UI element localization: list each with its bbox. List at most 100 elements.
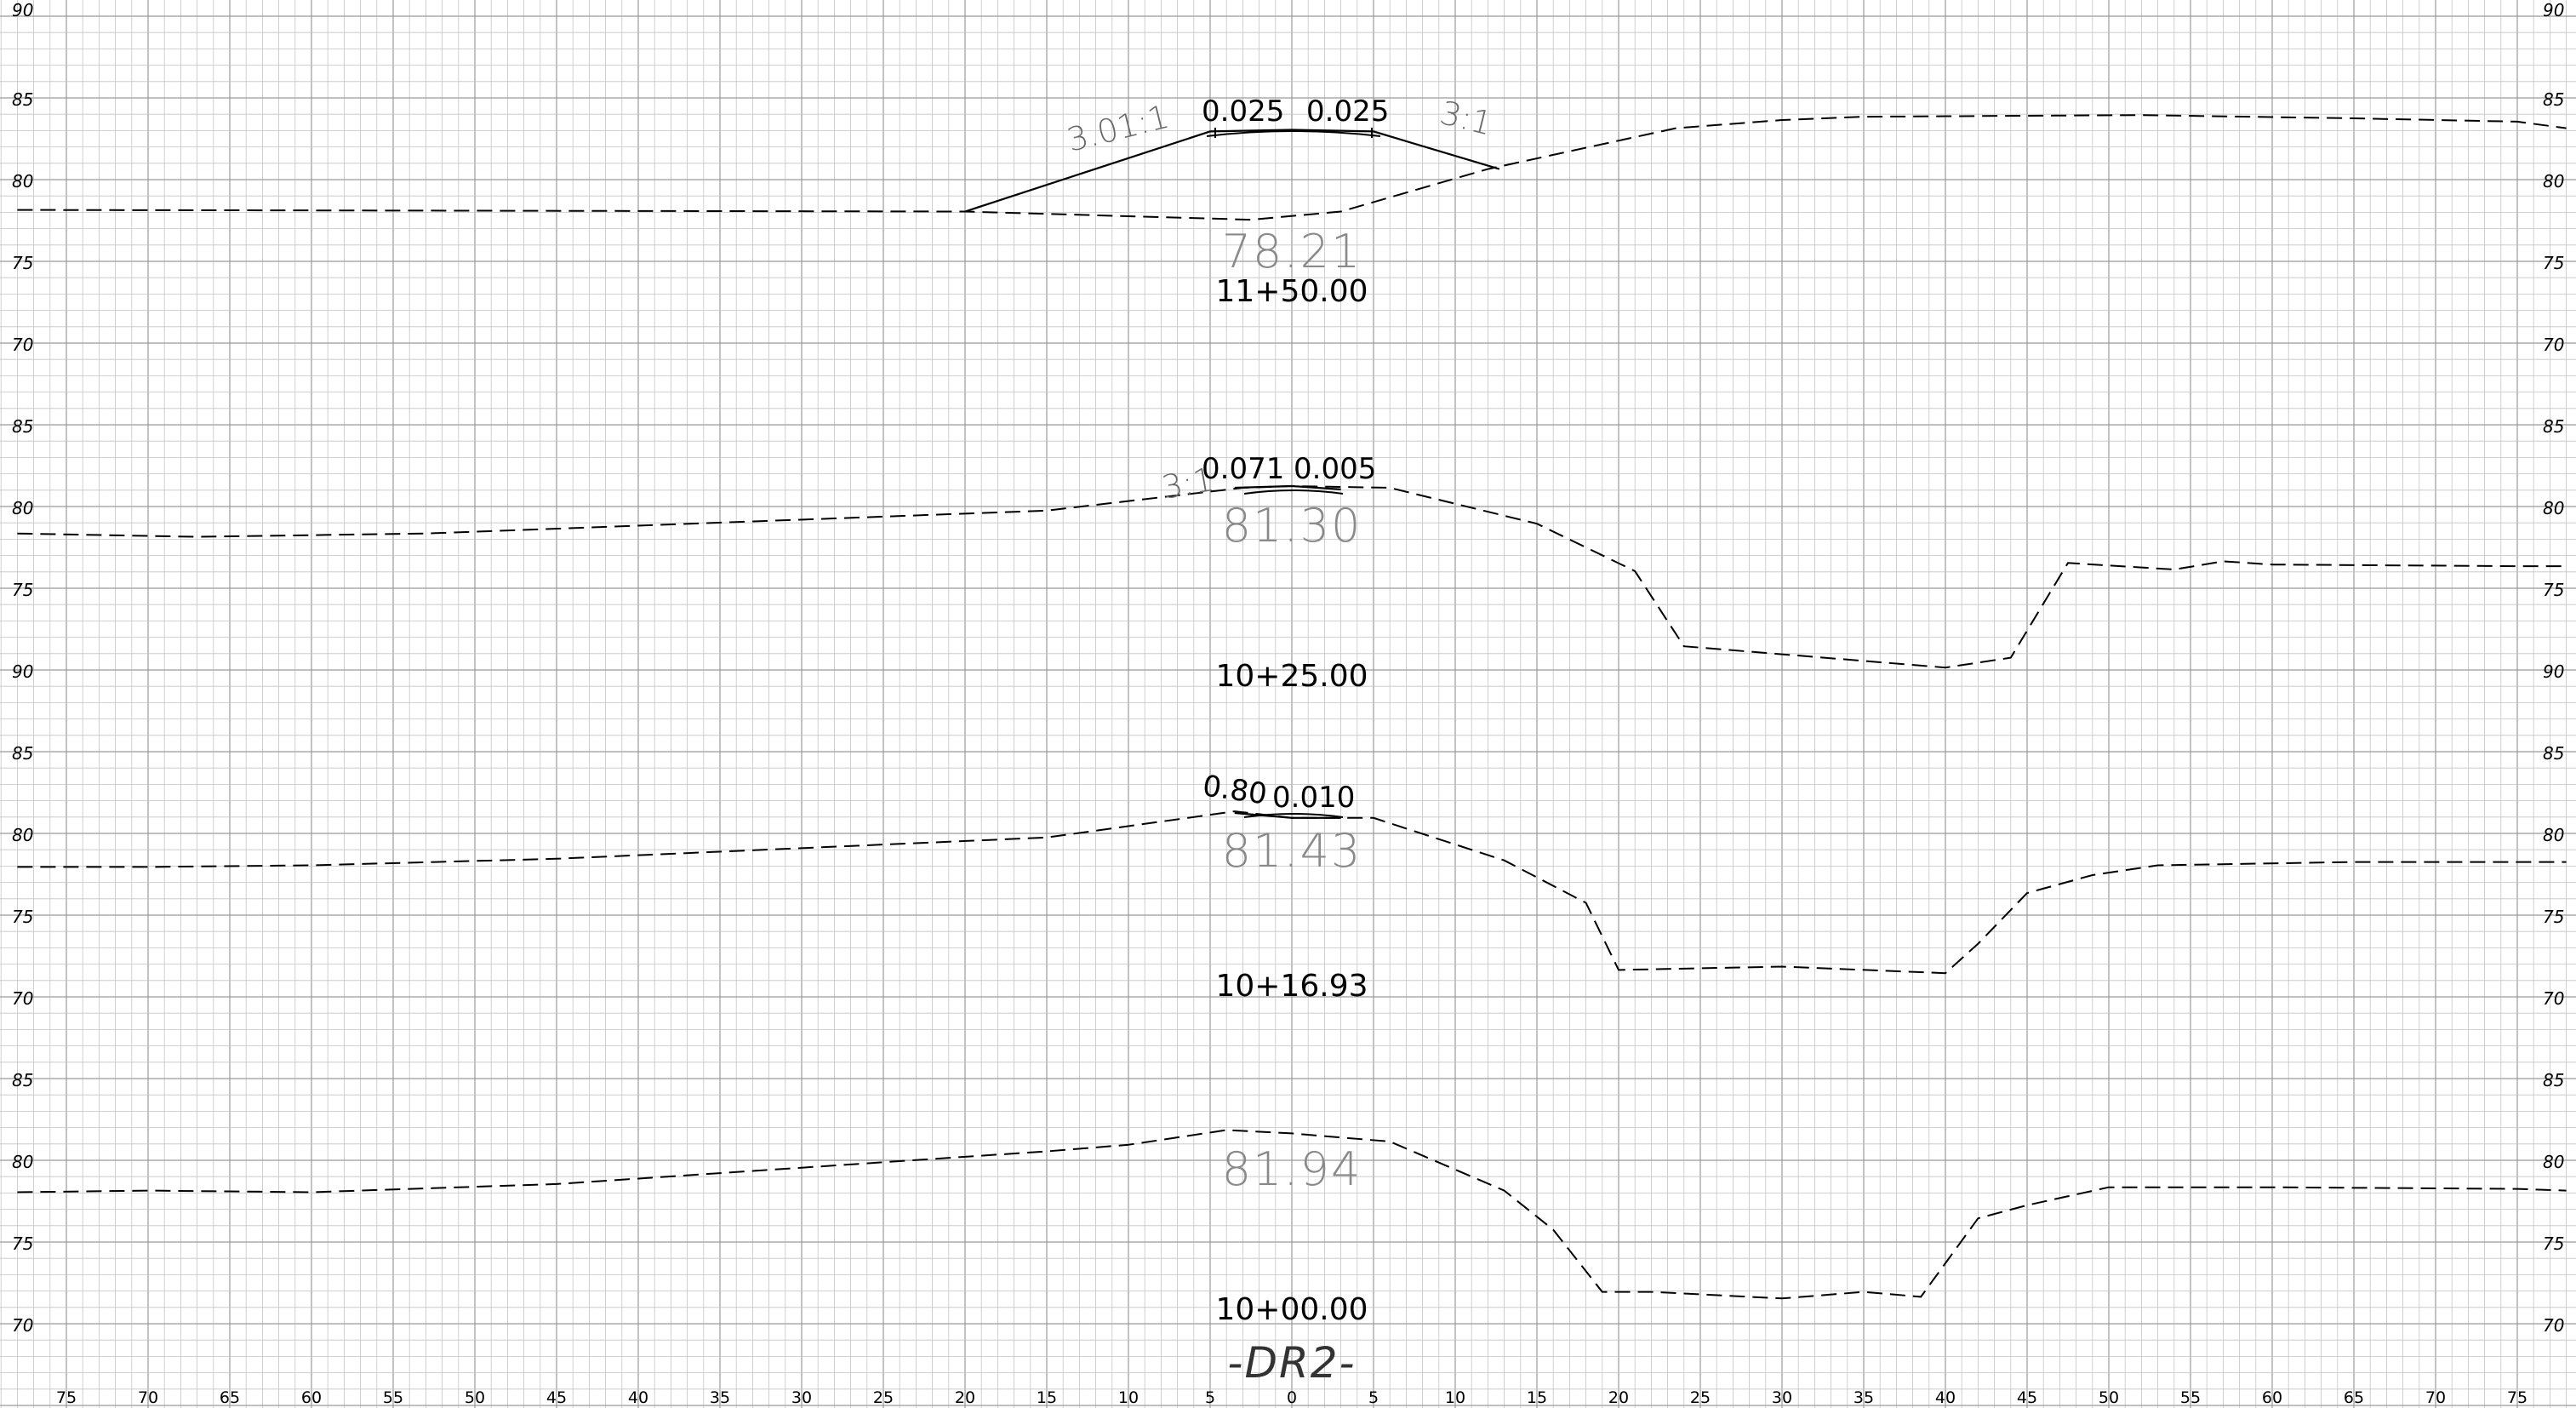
centerline-elevation: 81.30: [1222, 499, 1362, 552]
offset-tick: 15: [1037, 1388, 1057, 1407]
offset-tick: 10: [1118, 1388, 1139, 1407]
elev-tick: 70: [2543, 1315, 2564, 1336]
elev-tick: 75: [2543, 907, 2564, 927]
offset-tick: 10: [1445, 1388, 1465, 1407]
offset-tick: 35: [710, 1388, 730, 1407]
slope-left-label: 0.025: [1202, 94, 1284, 129]
left-elevation-axis: 90 85 80 75 70 85 80 75 90 85 80 75 70 8…: [12, 0, 33, 1336]
elev-tick: 80: [2543, 1152, 2564, 1172]
station-label: 10+16.93: [1215, 969, 1368, 1004]
crown-arc: [1243, 489, 1344, 495]
slope-right-label: 0.025: [1306, 94, 1389, 129]
offset-tick: 5: [1368, 1388, 1379, 1407]
elev-tick: 85: [2543, 416, 2564, 437]
elev-tick: 90: [2543, 661, 2564, 682]
offset-tick: 40: [628, 1388, 648, 1407]
elev-tick: 80: [12, 171, 33, 192]
elev-tick: 75: [12, 1233, 33, 1254]
elev-tick: 80: [2543, 498, 2564, 518]
offset-tick: 70: [2425, 1388, 2446, 1407]
existing-ground-line: [17, 114, 2567, 221]
offset-tick: 30: [1772, 1388, 1792, 1407]
centerline-elevation: 81.43: [1222, 824, 1362, 878]
elev-tick: 75: [2543, 580, 2564, 600]
offset-tick: 40: [1935, 1388, 1956, 1407]
elev-tick: 80: [12, 825, 33, 845]
existing-ground-line: [17, 1129, 2567, 1300]
offset-tick: 50: [2099, 1388, 2119, 1407]
elev-tick: 70: [12, 988, 33, 1009]
elev-tick: 85: [12, 416, 33, 437]
offset-tick: 55: [383, 1388, 403, 1407]
slope-right-label: 0.010: [1272, 781, 1355, 815]
offset-tick: 45: [2017, 1388, 2037, 1407]
elev-tick: 85: [12, 89, 33, 110]
elev-tick: 85: [2543, 743, 2564, 764]
station-label: 11+50.00: [1215, 274, 1368, 309]
existing-ground-line: [17, 484, 2567, 669]
offset-axis: 75 70 65 60 55 50 45 40 35 30 25 20 15 1…: [56, 1388, 2527, 1407]
elev-tick: 80: [2543, 171, 2564, 192]
offset-tick: 25: [1690, 1388, 1711, 1407]
design-template-line: [964, 129, 1500, 213]
offset-tick: 30: [791, 1388, 812, 1407]
slope-right-label: 0.005: [1294, 452, 1376, 486]
elev-tick: 85: [2543, 1070, 2564, 1090]
centerline-elevation: 78.21: [1222, 225, 1362, 278]
elev-tick: 75: [12, 907, 33, 927]
offset-tick: 60: [301, 1388, 322, 1407]
station-label: 10+00.00: [1215, 1292, 1368, 1327]
offset-tick: 55: [2180, 1388, 2201, 1407]
offset-tick: 70: [138, 1388, 158, 1407]
station-label: 10+25.00: [1215, 659, 1368, 694]
offset-tick: 75: [56, 1388, 77, 1407]
offset-tick: 20: [955, 1388, 975, 1407]
offset-tick: 35: [1853, 1388, 1874, 1407]
elev-tick: 75: [2543, 1233, 2564, 1254]
offset-tick: 0: [1287, 1388, 1297, 1407]
side-slope-right-label: 3:1: [1437, 94, 1496, 142]
elev-tick: 85: [2543, 89, 2564, 110]
elev-tick: 80: [12, 1152, 33, 1172]
sheet-label: -DR2-: [1227, 1338, 1356, 1388]
offset-tick: 60: [2262, 1388, 2282, 1407]
offset-tick: 50: [465, 1388, 485, 1407]
offset-tick: 20: [1608, 1388, 1629, 1407]
elev-tick: 80: [2543, 825, 2564, 845]
offset-tick: 25: [873, 1388, 894, 1407]
design-template-line: [1234, 484, 1341, 490]
elev-tick: 80: [12, 498, 33, 518]
elev-tick: 70: [2543, 335, 2564, 355]
section-10-00: 81.94 10+00.00: [17, 1129, 2567, 1327]
elev-tick: 75: [12, 580, 33, 600]
elev-tick: 70: [12, 1315, 33, 1336]
elev-tick: 85: [12, 743, 33, 764]
crown-arc: [1243, 813, 1344, 818]
offset-tick: 5: [1205, 1388, 1215, 1407]
slope-left-label: 0.071: [1202, 452, 1284, 486]
elev-tick: 75: [12, 253, 33, 273]
elev-tick: 90: [12, 661, 33, 682]
existing-ground-line: [17, 810, 2567, 975]
offset-tick: 75: [2507, 1388, 2527, 1407]
design-template-line: [1234, 811, 1341, 819]
elev-tick: 90: [2543, 0, 2564, 20]
section-10-25: 0.071 0.005 3:1 81.30 10+25.00: [17, 452, 2567, 694]
elev-tick: 75: [2543, 253, 2564, 273]
elev-tick: 90: [12, 0, 33, 20]
elev-tick: 70: [2543, 988, 2564, 1009]
crown-arc: [1206, 130, 1381, 137]
offset-tick: 65: [2344, 1388, 2364, 1407]
elev-tick: 70: [12, 335, 33, 355]
offset-tick: 15: [1527, 1388, 1547, 1407]
offset-tick: 65: [220, 1388, 240, 1407]
offset-tick: 45: [546, 1388, 567, 1407]
side-slope-left-label: 3:1: [1159, 461, 1217, 507]
centerline-elevation: 81.94: [1222, 1142, 1362, 1196]
right-elevation-axis: 90 85 80 75 70 85 80 75 90 85 80 75 70 8…: [2543, 0, 2564, 1336]
section-10-16: 0.80 0.010 81.43 10+16.93: [17, 769, 2567, 1004]
elev-tick: 85: [12, 1070, 33, 1090]
